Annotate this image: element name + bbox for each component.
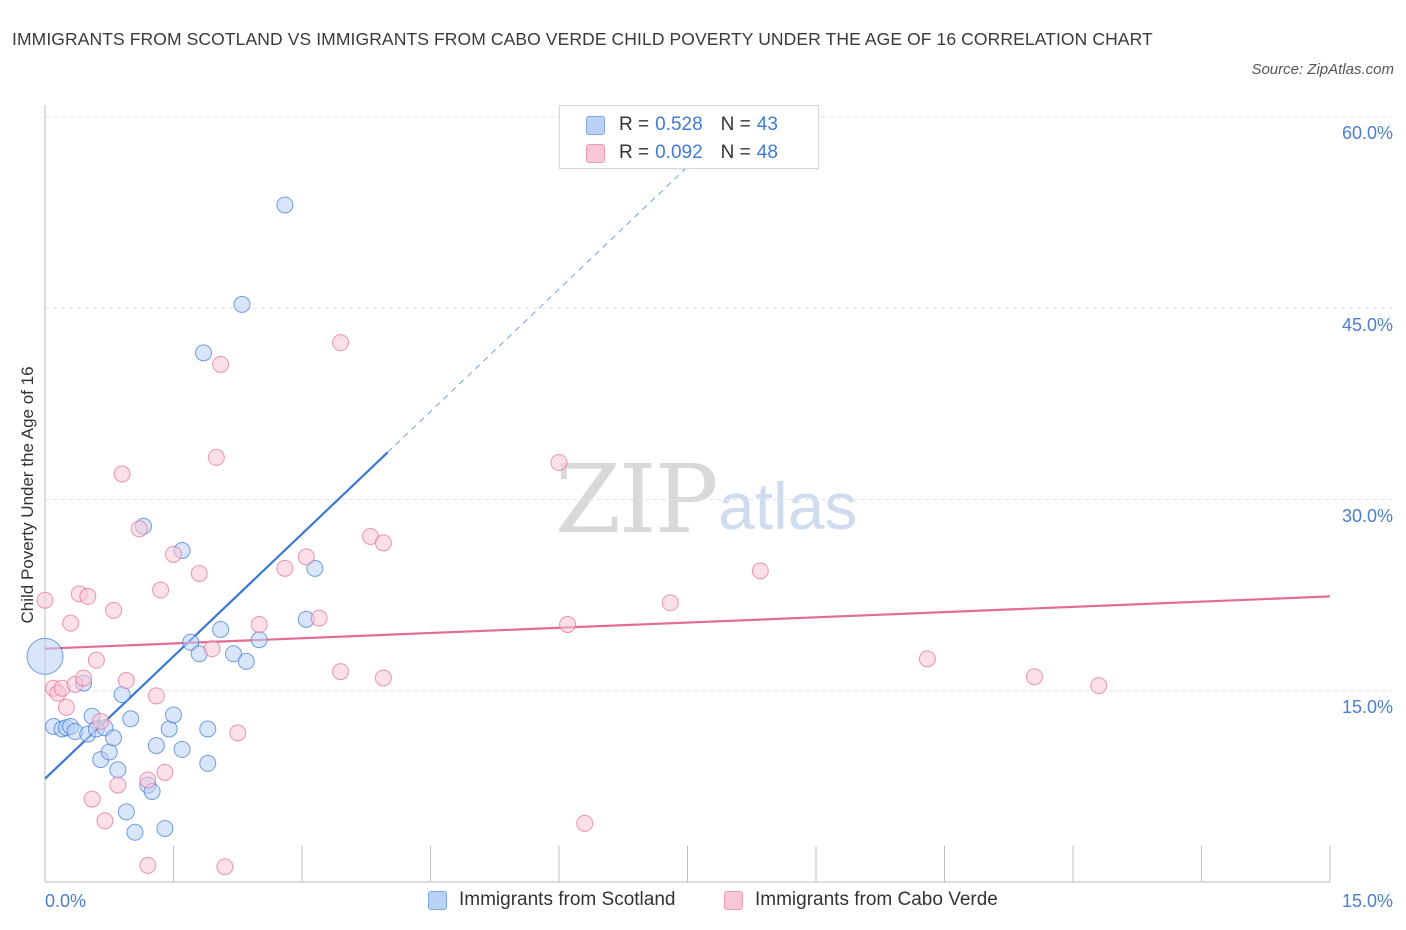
scotland-swatch xyxy=(586,115,605,135)
cabo-verde-point xyxy=(576,814,594,832)
r-label: R = xyxy=(619,142,650,163)
cabo-verde-point xyxy=(374,669,392,687)
cabo-verde-trend-line xyxy=(44,595,1331,650)
cabo-verde-point xyxy=(87,651,105,669)
cabo-verde-point xyxy=(276,559,294,577)
legend-label-cabo-verde: Immigrants from Cabo Verde xyxy=(755,889,998,910)
cabo-verde-point xyxy=(332,334,350,352)
cabo-verde-point xyxy=(661,594,679,612)
cabo-verde-point xyxy=(109,776,127,794)
scotland-point xyxy=(117,803,135,821)
cabo-verde-point xyxy=(117,672,135,690)
n-value: 43 xyxy=(756,114,778,135)
chart-title: IMMIGRANTS FROM SCOTLAND VS IMMIGRANTS F… xyxy=(12,29,1153,49)
scotland-legend-swatch xyxy=(428,890,447,910)
scotland-point xyxy=(182,633,200,651)
cabo-verde-point xyxy=(57,698,75,716)
n-label: N = xyxy=(720,114,751,135)
y-axis-label: Child Poverty Under the Age of 16 xyxy=(18,366,37,624)
cabo-verde-point xyxy=(156,763,174,781)
cabo-verde-point xyxy=(297,548,315,566)
scotland-point xyxy=(199,720,217,738)
y-tick-label-45: 45.0% xyxy=(1341,315,1393,335)
x-tick-label-min: 0.0% xyxy=(45,891,87,911)
stats-legend-row-scotland: R = 0.528 N = 43 xyxy=(586,113,778,137)
scotland-point xyxy=(212,621,230,639)
cabo-verde-point xyxy=(152,581,170,599)
cabo-verde-point xyxy=(139,856,157,874)
cabo-verde-point xyxy=(310,609,328,627)
cabo-verde-point xyxy=(139,771,157,789)
r-value: 0.528 xyxy=(655,114,703,135)
cabo-verde-point xyxy=(212,355,230,373)
cabo-verde-point xyxy=(229,724,247,742)
scotland-trend-extension xyxy=(387,117,740,453)
cabo-verde-point xyxy=(1090,677,1108,695)
scotland-point xyxy=(26,637,64,675)
scotland-point xyxy=(156,819,174,837)
cabo-verde-point xyxy=(36,591,54,609)
scotland-point xyxy=(173,740,191,758)
n-value: 48 xyxy=(756,142,778,163)
scotland-point xyxy=(306,559,324,577)
legend-label-scotland: Immigrants from Scotland xyxy=(459,889,676,910)
cabo-verde-point xyxy=(751,562,769,580)
scotland-point xyxy=(276,196,294,214)
cabo-verde-point xyxy=(203,640,221,658)
cabo-verde-point xyxy=(918,650,936,668)
y-tick-label-15: 15.0% xyxy=(1341,697,1393,717)
cabo-verde-point xyxy=(130,520,148,538)
cabo-verde-point xyxy=(113,465,131,483)
r-label: R = xyxy=(619,114,650,135)
scotland-point xyxy=(237,652,255,670)
cabo-verde-point xyxy=(105,601,123,619)
scotland-point xyxy=(126,823,144,841)
scotland-point xyxy=(199,754,217,772)
cabo-verde-point xyxy=(62,614,80,632)
cabo-verde-point xyxy=(550,454,568,472)
scotland-point xyxy=(147,737,165,755)
cabo-verde-point xyxy=(216,858,234,876)
scotland-point xyxy=(105,729,123,747)
watermark-atlas: atlas xyxy=(718,469,858,543)
scotland-point xyxy=(109,761,127,779)
cabo-verde-point xyxy=(332,663,350,681)
scotland-point xyxy=(122,710,140,728)
cabo-verde-point xyxy=(75,669,93,687)
cabo-verde-swatch xyxy=(586,143,605,163)
y-tick-label-60: 60.0% xyxy=(1341,123,1393,143)
cabo-verde-point xyxy=(559,615,577,633)
scotland-point xyxy=(160,720,178,738)
cabo-verde-point xyxy=(83,790,101,808)
scotland-point xyxy=(100,743,118,761)
cabo-verde-legend-swatch xyxy=(724,890,743,910)
cabo-verde-point xyxy=(79,587,97,605)
x-tick-label-max: 15.0% xyxy=(1341,891,1393,911)
cabo-verde-point xyxy=(165,545,182,563)
y-tick-label-30: 30.0% xyxy=(1341,506,1393,526)
legend-item-scotland: Immigrants from Scotland xyxy=(428,889,675,911)
source-note: Source: ZipAtlas.com xyxy=(1251,61,1394,78)
scotland-point xyxy=(224,645,242,663)
scotland-point xyxy=(233,295,251,313)
cabo-verde-point xyxy=(250,615,268,633)
cabo-verde-point xyxy=(1025,668,1043,686)
cabo-verde-point xyxy=(207,448,225,466)
scotland-point xyxy=(250,631,268,649)
legend-item-cabo-verde: Immigrants from Cabo Verde xyxy=(724,889,998,911)
r-value: 0.092 xyxy=(655,142,703,163)
scotland-point xyxy=(113,686,131,704)
stats-legend-row-cabo-verde: R = 0.092 N = 48 xyxy=(586,141,778,165)
cabo-verde-point xyxy=(374,534,392,552)
stats-legend: R = 0.528 N = 43 R = 0.092 N = 48 xyxy=(559,105,819,169)
n-label: N = xyxy=(720,142,751,163)
scotland-point xyxy=(194,344,212,362)
cabo-verde-point xyxy=(147,687,165,705)
scotland-point xyxy=(165,706,182,724)
cabo-verde-point xyxy=(190,564,208,582)
cabo-verde-point xyxy=(92,712,110,730)
cabo-verde-point xyxy=(96,812,114,830)
